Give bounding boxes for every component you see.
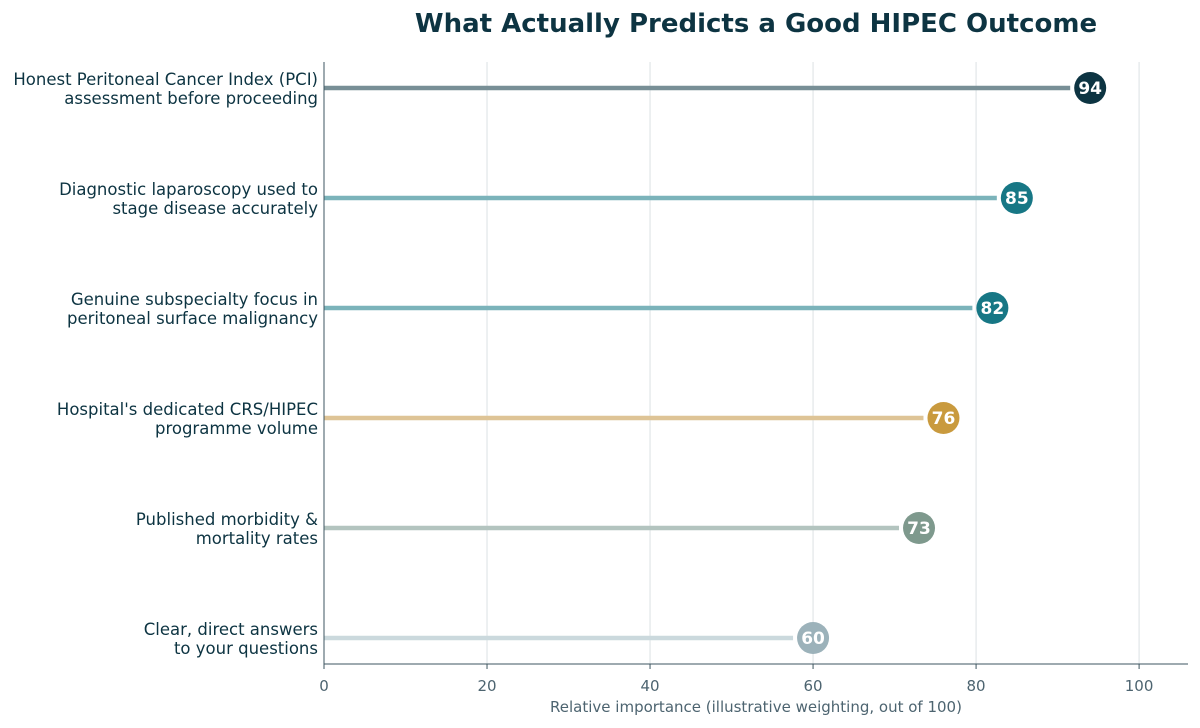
category-label-line: Honest Peritoneal Cancer Index (PCI) [13,70,318,89]
marker-5 [797,622,830,654]
marker-3 [927,402,960,434]
x-tick-label-40: 40 [640,677,659,695]
x-tick-label-60: 60 [804,677,823,695]
marker-4 [903,512,936,544]
category-label-line: assessment before proceeding [64,89,318,108]
category-label-2: Genuine subspecialty focus in peritoneal … [67,290,318,328]
value-label-0: 94 [1078,79,1102,99]
x-tick-label-100: 100 [1125,677,1154,695]
category-label-line: Clear, direct answers [144,620,318,639]
category-label-5: Clear, direct answers to your questions [144,620,318,658]
category-label-4: Published morbidity & mortality rates [136,510,318,548]
lollipop-stems [324,85,1071,641]
x-tick-label-80: 80 [967,677,986,695]
x-tick-label-20: 20 [477,677,496,695]
value-label-2: 82 [981,299,1005,319]
category-labels: Honest Peritoneal Cancer Index (PCI) asse… [13,70,318,658]
category-label-line: to your questions [174,639,318,658]
category-label-3: Hospital's dedicated CRS/HIPEC programme … [57,400,318,438]
marker-2 [976,292,1009,324]
category-label-line: Hospital's dedicated CRS/HIPEC [57,400,318,419]
category-label-line: Published morbidity & [136,510,318,529]
category-label-line: mortality rates [196,529,318,548]
value-labels: 94 85 82 76 73 60 [801,79,1102,649]
value-label-3: 76 [932,409,956,429]
x-ticks: 0 20 40 60 80 100 [319,664,1153,695]
chart-title: What Actually Predicts a Good HIPEC Outc… [415,9,1097,39]
value-label-4: 73 [907,519,931,539]
value-label-5: 60 [801,629,825,649]
marker-1 [1000,182,1033,214]
marker-0 [1074,72,1107,104]
lollipop-markers [797,72,1107,654]
category-label-line: peritoneal surface malignancy [67,309,318,328]
category-label-1: Diagnostic laparoscopy used to stage dise… [59,180,318,218]
x-tick-label-0: 0 [319,677,329,695]
category-label-line: Diagnostic laparoscopy used to [59,180,318,199]
category-label-line: programme volume [155,419,318,438]
category-label-0: Honest Peritoneal Cancer Index (PCI) asse… [13,70,318,108]
grid-lines [486,62,1140,664]
axes [323,62,1188,665]
category-label-line: stage disease accurately [112,199,318,218]
category-label-line: Genuine subspecialty focus in [71,290,318,309]
x-axis-label: Relative importance (illustrative weight… [550,698,962,716]
value-label-1: 85 [1005,189,1029,209]
